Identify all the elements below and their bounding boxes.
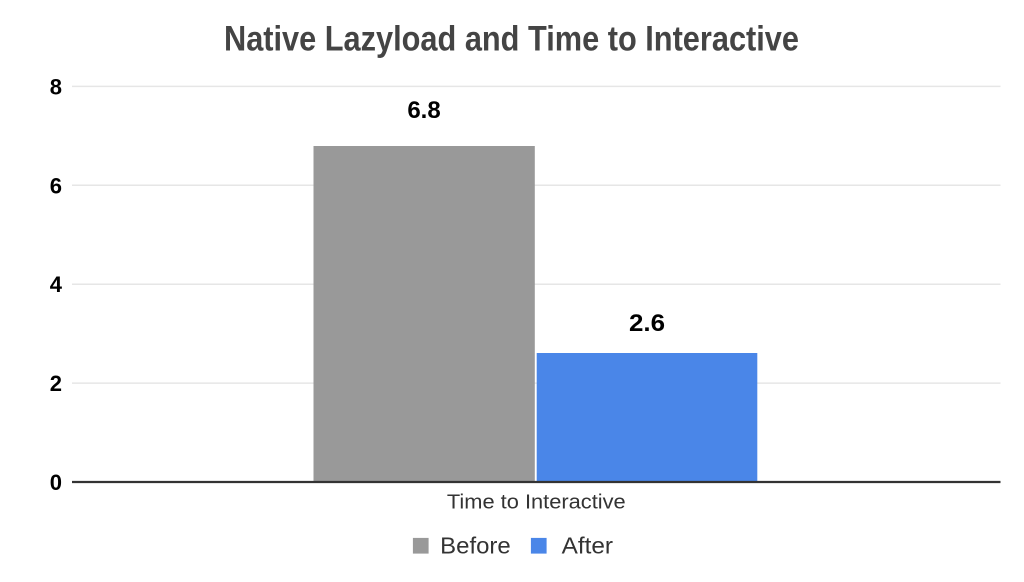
svg-text:2.6: 2.6 [629,310,665,337]
svg-text:4: 4 [50,272,63,297]
svg-text:Time to Interactive: Time to Interactive [447,491,626,514]
svg-text:6.8: 6.8 [407,97,440,124]
svg-text:8: 8 [50,74,62,99]
svg-text:Native Lazyload and Time to In: Native Lazyload and Time to Interactive [224,20,799,59]
svg-text:2: 2 [50,371,62,396]
svg-text:6: 6 [50,173,62,198]
svg-text:Before: Before [440,532,511,558]
svg-text:0: 0 [50,470,62,495]
svg-text:After: After [562,532,614,558]
